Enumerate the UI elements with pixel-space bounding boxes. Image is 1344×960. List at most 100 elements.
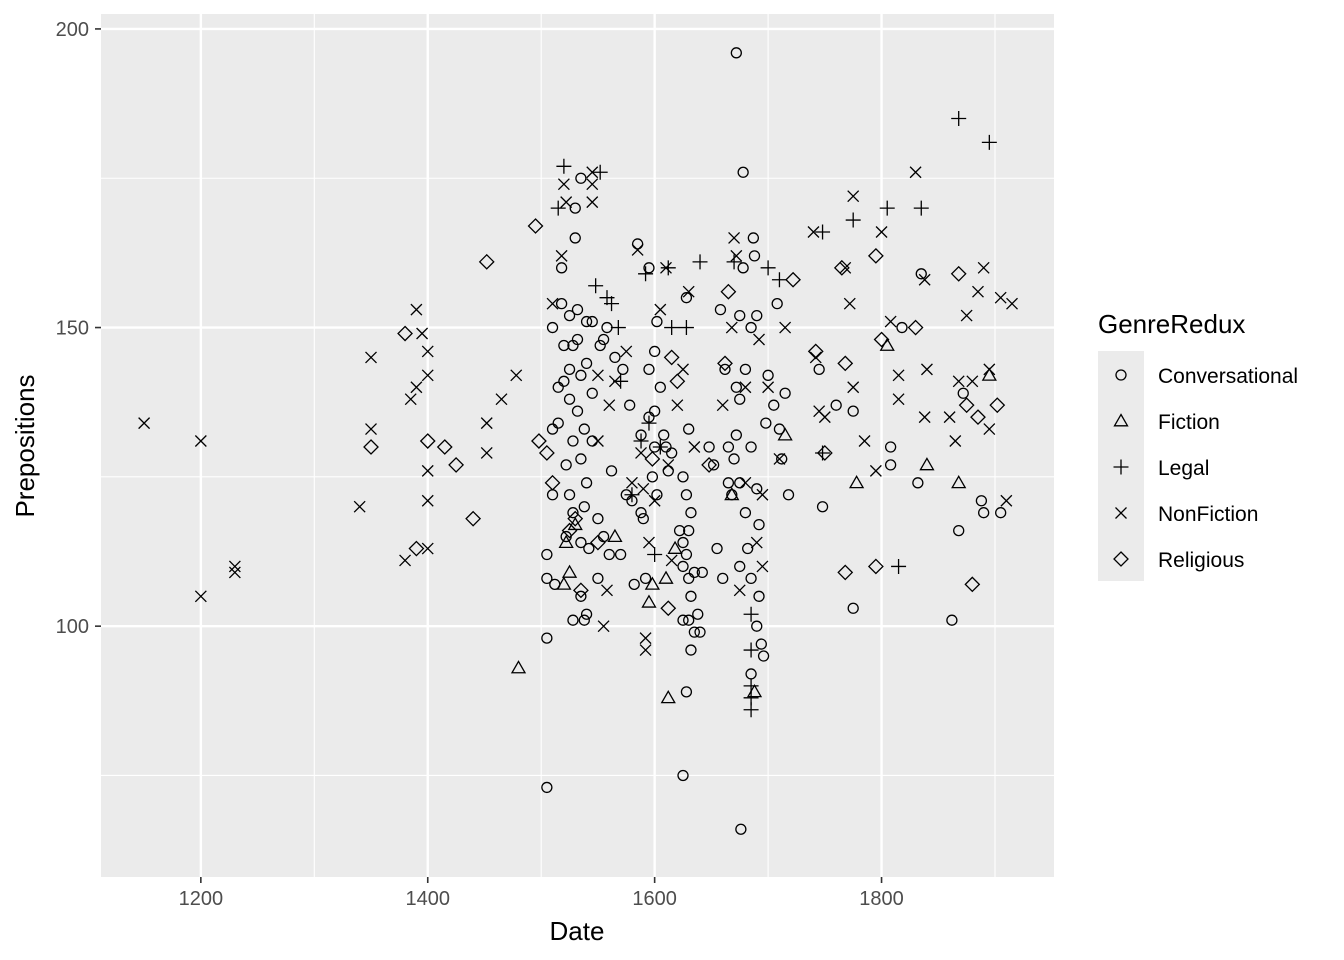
conversational-point	[847, 602, 859, 614]
conversational-point	[747, 232, 760, 244]
legal-point	[760, 260, 776, 276]
conversational-point	[563, 363, 576, 376]
conversational-point	[592, 513, 604, 525]
conversational-point	[739, 363, 752, 376]
conversational-point	[685, 644, 697, 656]
conversational-point	[651, 315, 663, 328]
religious-point	[572, 582, 589, 599]
conversational-point	[728, 453, 740, 465]
legal-point	[845, 212, 861, 228]
nonfiction-point	[688, 441, 701, 453]
nonfiction-point	[654, 303, 667, 316]
legal-point	[647, 546, 663, 562]
religious-point	[907, 319, 924, 336]
nonfiction-point	[858, 435, 871, 447]
conversational-point	[628, 578, 640, 591]
nonfiction-point	[977, 261, 990, 274]
religious-point	[660, 600, 677, 617]
conversational-point	[782, 489, 795, 501]
religious-point	[644, 451, 661, 467]
conversational-point	[563, 309, 576, 322]
conversational-point	[617, 363, 629, 376]
conversational-point	[683, 614, 695, 626]
nonfiction-point	[591, 435, 604, 447]
legend-title: GenreRedux	[1098, 309, 1245, 339]
conversational-point	[816, 501, 829, 513]
conversational-point	[666, 447, 678, 459]
conversational-point	[567, 435, 579, 447]
conversational-point	[569, 202, 581, 214]
conversational-point	[677, 614, 689, 626]
conversational-point	[578, 614, 590, 626]
conversational-point	[755, 638, 767, 650]
legend-key-circle-icon	[1115, 369, 1127, 381]
conversational-point	[730, 47, 742, 59]
conversational-point	[884, 459, 897, 471]
conversational-point	[575, 590, 587, 602]
fiction-point	[641, 594, 657, 608]
conversational-point	[847, 405, 859, 417]
nonfiction-point	[869, 464, 882, 477]
nonfiction-point	[662, 458, 675, 471]
conversational-point	[597, 333, 610, 346]
nonfiction-point	[665, 554, 678, 567]
conversational-point	[648, 345, 661, 358]
fiction-point	[660, 690, 676, 704]
nonfiction-point	[560, 196, 573, 209]
nonfiction-point	[660, 261, 672, 274]
conversational-point	[605, 465, 618, 477]
conversational-point	[677, 769, 689, 782]
legend-item: Fiction	[1113, 411, 1220, 434]
nonfiction-point	[410, 303, 423, 316]
nonfiction-point	[892, 369, 905, 382]
conversational-point	[563, 489, 576, 501]
conversational-point	[946, 614, 958, 626]
fiction-point	[607, 528, 623, 543]
conversational-point	[555, 298, 568, 310]
series-fiction	[510, 337, 997, 704]
conversational-point	[830, 399, 842, 411]
legend-item: NonFiction	[1115, 503, 1258, 526]
fiction-point	[848, 475, 865, 489]
religious-point	[701, 456, 718, 473]
conversational-point	[696, 566, 708, 579]
conversational-point	[639, 572, 652, 585]
religious-point	[837, 355, 854, 372]
conversational-point	[683, 572, 695, 585]
conversational-point	[680, 548, 693, 561]
nonfiction-point	[480, 447, 493, 459]
fiction-point	[561, 564, 578, 578]
legend-label: Legal	[1158, 457, 1209, 480]
nonfiction-point	[421, 464, 434, 477]
conversational-point	[730, 381, 742, 393]
x-tick-labels: 1200 1400 1600 1800	[179, 888, 904, 910]
conversational-point	[555, 262, 568, 274]
y-tick-label: 150	[56, 318, 89, 340]
conversational-point	[662, 465, 674, 477]
conversational-point	[711, 542, 723, 555]
conversational-point	[583, 542, 595, 555]
x-tick-label: 1600	[632, 888, 677, 910]
conversational-point	[912, 477, 924, 489]
nonfiction-point	[603, 399, 616, 412]
nonfiction-point	[601, 584, 613, 597]
nonfiction-point	[410, 381, 423, 394]
nonfiction-point	[966, 375, 979, 388]
nonfiction-point	[365, 423, 377, 436]
nonfiction-point	[546, 297, 559, 310]
legal-point	[592, 164, 608, 180]
nonfiction-point	[960, 309, 973, 322]
conversational-point	[692, 608, 704, 620]
y-tick-label: 200	[56, 19, 89, 41]
legal-point	[588, 278, 604, 294]
conversational-point	[571, 405, 584, 417]
conversational-point	[978, 507, 990, 519]
conversational-point	[685, 590, 697, 602]
religious-point	[958, 397, 975, 414]
conversational-point	[677, 536, 689, 549]
nonfiction-point	[725, 321, 738, 334]
conversational-point	[760, 417, 772, 429]
conversational-point	[609, 351, 621, 364]
fiction-point	[667, 540, 683, 554]
religious-point	[970, 409, 986, 426]
